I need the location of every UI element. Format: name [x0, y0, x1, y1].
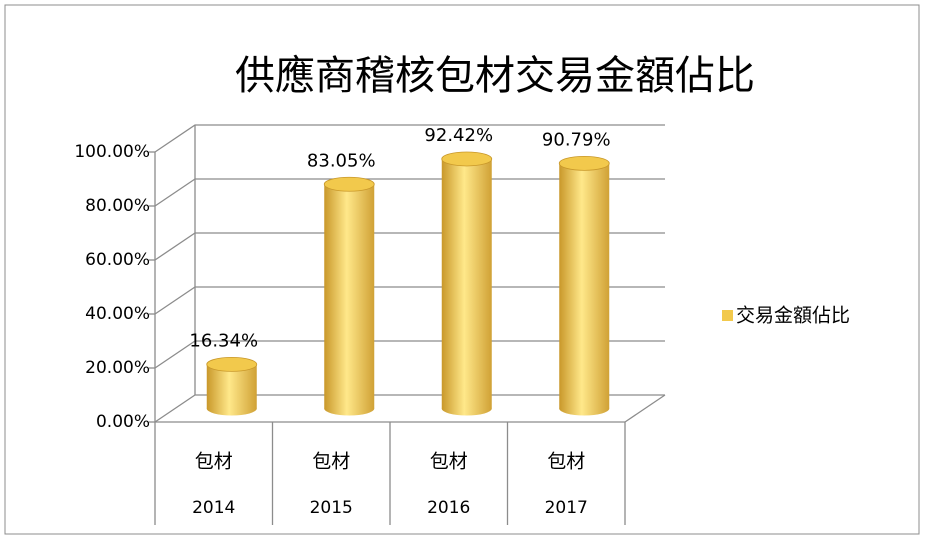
chart-title: 供應商稽核包材交易金額佔比 — [235, 53, 755, 99]
y-tick-label: 20.00% — [85, 358, 150, 378]
y-tick-label: 100.00% — [74, 142, 150, 162]
x-group-label: 2017 — [545, 498, 588, 518]
grid-line — [154, 394, 665, 423]
data-label: 16.34% — [189, 330, 258, 351]
bar-body — [559, 163, 610, 409]
bar-top — [558, 155, 610, 171]
x-tick-label: 包材 — [547, 451, 585, 473]
y-tick-label: 80.00% — [85, 196, 150, 216]
bar-base — [559, 401, 610, 416]
legend-label: 交易金額佔比 — [736, 305, 850, 327]
data-label: 83.05% — [307, 150, 376, 171]
x-group-label: 2014 — [192, 498, 235, 518]
grid-line — [154, 340, 665, 369]
x-group-label: 2015 — [310, 498, 353, 518]
y-tick-label: 60.00% — [85, 250, 150, 270]
bar-body — [441, 158, 492, 409]
bar-body — [324, 184, 375, 409]
floor-edge — [624, 394, 666, 423]
grid-line — [154, 124, 665, 153]
grid-line — [154, 232, 665, 261]
y-tick-label: 0.00% — [96, 412, 150, 432]
x-tick-label: 包材 — [195, 451, 233, 473]
bar-top — [323, 176, 375, 192]
grid-line — [154, 178, 665, 207]
data-label: 92.42% — [424, 125, 493, 146]
bar-top — [441, 151, 493, 167]
x-tick-label: 包材 — [430, 451, 468, 473]
x-group-label: 2016 — [427, 498, 470, 518]
y-tick-label: 40.00% — [85, 304, 150, 324]
grid-line — [154, 286, 665, 315]
x-tick-label: 包材 — [312, 451, 350, 473]
bar-base — [206, 401, 257, 416]
bar-base — [441, 401, 492, 416]
bar-base — [324, 401, 375, 416]
legend-swatch — [722, 310, 733, 321]
data-label: 90.79% — [542, 129, 611, 150]
bar-top — [206, 356, 258, 372]
